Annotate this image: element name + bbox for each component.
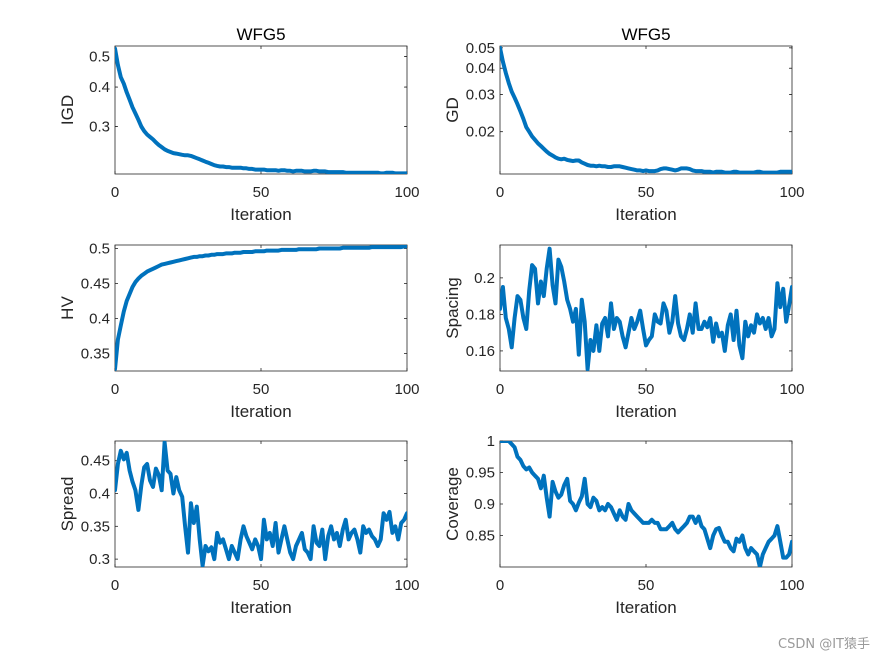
x-tick-label: 0: [111, 184, 119, 201]
series-line-igd: [115, 46, 407, 174]
x-axis-label: Iteration: [615, 598, 676, 617]
y-tick-label: 0.18: [466, 306, 495, 323]
subplot-hv: 0 50 100 0.35 0.4 0.45 0.5 Iteration HV: [58, 241, 420, 422]
y-tick-label: 0.9: [474, 496, 495, 513]
y-tick-label: 0.3: [89, 551, 110, 568]
x-tick-label: 0: [496, 184, 504, 201]
x-tick-label: 100: [394, 381, 419, 398]
series-line-hv: [115, 245, 407, 371]
y-axis-label: Coverage: [443, 467, 462, 541]
x-axis-label: Iteration: [230, 402, 291, 421]
y-tick-label: 0.45: [81, 276, 110, 293]
x-tick-label: 100: [779, 381, 804, 398]
x-tick-label: 50: [638, 577, 655, 594]
x-tick-label: 50: [638, 184, 655, 201]
y-tick-label: 0.5: [89, 49, 110, 66]
x-tick-label: 100: [779, 184, 804, 201]
y-tick-label: 0.85: [466, 528, 495, 545]
y-tick-label: 0.35: [81, 346, 110, 363]
series-line-coverage: [500, 441, 792, 567]
x-tick-label: 0: [496, 577, 504, 594]
x-tick-label: 50: [253, 381, 270, 398]
x-tick-label: 100: [394, 184, 419, 201]
y-tick-label: 0.5: [89, 241, 110, 258]
axes-box: [499, 440, 793, 568]
x-tick-label: 50: [638, 381, 655, 398]
x-tick-label: 0: [496, 381, 504, 398]
y-tick-label: 0.16: [466, 343, 495, 360]
y-tick-label: 0.04: [466, 60, 495, 77]
axes-box: [114, 45, 408, 175]
x-tick-label: 50: [253, 577, 270, 594]
series-line-gd: [500, 46, 792, 174]
y-tick-label: 0.2: [474, 270, 495, 287]
axes-box: [499, 244, 793, 372]
y-tick-label: 0.05: [466, 40, 495, 57]
y-tick-label: 0.03: [466, 87, 495, 104]
x-axis-label: Iteration: [230, 598, 291, 617]
watermark-text: CSDN @IT猿手: [778, 637, 870, 652]
axes-box: [499, 45, 793, 175]
y-tick-label: 0.95: [466, 465, 495, 482]
x-axis-label: Iteration: [230, 205, 291, 224]
x-tick-label: 100: [394, 577, 419, 594]
y-tick-label: 0.4: [89, 486, 110, 503]
subplot-igd: 0 50 100 0.3 0.4 0.5 Iteration IGD WFG5: [58, 25, 420, 224]
x-axis-label: Iteration: [615, 402, 676, 421]
y-tick-label: 0.35: [81, 518, 110, 535]
x-tick-label: 100: [779, 577, 804, 594]
y-axis-label: HV: [58, 296, 77, 320]
x-tick-label: 0: [111, 381, 119, 398]
x-axis-label: Iteration: [615, 205, 676, 224]
chart-title: WFG5: [236, 25, 285, 44]
y-tick-label: 0.4: [89, 79, 110, 96]
subplot-spacing: 0 50 100 0.16 0.18 0.2 Iteration Spacing: [443, 244, 805, 421]
chart-title: WFG5: [621, 25, 670, 44]
y-axis-label: Spacing: [443, 277, 462, 338]
y-tick-label: 0.02: [466, 124, 495, 141]
y-tick-label: 0.45: [81, 453, 110, 470]
y-axis-label: GD: [443, 97, 462, 123]
x-tick-label: 50: [253, 184, 270, 201]
y-tick-label: 1: [487, 433, 495, 450]
subplot-spread: 0 50 100 0.3 0.35 0.4 0.45 Iteration Spread: [58, 440, 420, 617]
y-tick-label: 0.3: [89, 118, 110, 135]
y-axis-label: IGD: [58, 95, 77, 125]
y-tick-label: 0.4: [89, 311, 110, 328]
subplot-gd: 0 50 100 0.02 0.03 0.04 0.05 Iteration GD WFG5: [443, 25, 805, 224]
y-axis-label: Spread: [58, 477, 77, 532]
series-line-spread: [115, 441, 407, 567]
x-tick-label: 0: [111, 577, 119, 594]
series-line-spacing: [500, 246, 792, 371]
subplot-coverage: 0 50 100 0.85 0.9 0.95 1 Iteration Coverage: [443, 433, 805, 617]
